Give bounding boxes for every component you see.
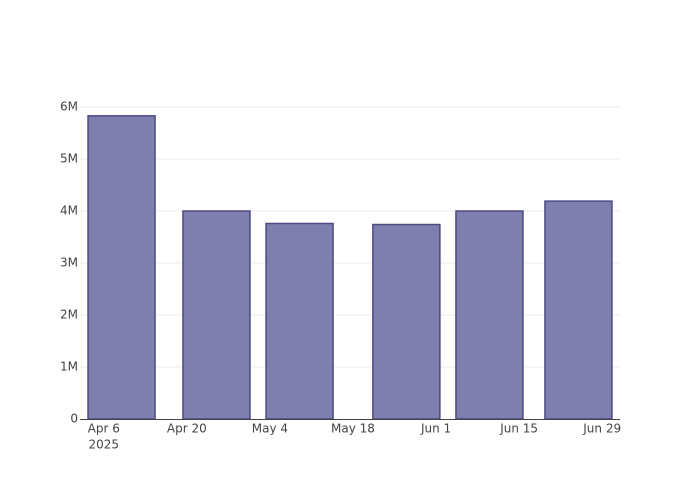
x-tick-label: Jun 1: [420, 422, 451, 436]
y-tick-label: 4M: [60, 204, 78, 218]
x-tick-year: 2025: [88, 438, 119, 452]
y-tick-label: 6M: [60, 100, 78, 114]
x-tick-label: May 4: [252, 422, 288, 436]
x-tick-label: May 18: [331, 422, 375, 436]
bar: [544, 200, 613, 420]
bar: [455, 210, 524, 420]
bar: [182, 210, 251, 420]
y-tick-label: 1M: [60, 360, 78, 374]
x-tick-label: Jun 15: [499, 422, 538, 436]
x-tick-label: Jun 29: [582, 422, 621, 436]
x-tick-label: Apr 6: [88, 422, 120, 436]
y-tick-label: 2M: [60, 308, 78, 322]
bar: [372, 223, 441, 420]
y-tick-label: 0: [70, 412, 78, 426]
bar: [87, 115, 156, 420]
x-tick-label: Apr 20: [167, 422, 207, 436]
y-tick-label: 3M: [60, 256, 78, 270]
bar: [265, 222, 334, 420]
y-tick-label: 5M: [60, 152, 78, 166]
